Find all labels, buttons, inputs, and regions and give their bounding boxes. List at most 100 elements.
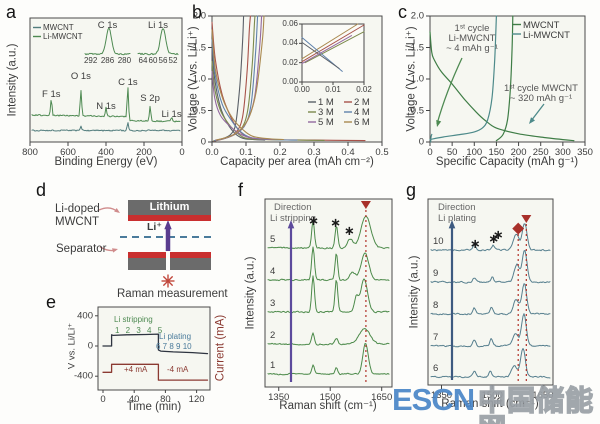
a-legend-label: MWCNT (43, 23, 74, 32)
b-inset-x-tick: 0.00 (294, 85, 310, 94)
b-legend-label: 1 M (318, 97, 334, 108)
g-li-plating-direction-label: Li plating (438, 213, 477, 224)
b-y-tick: 1.5 (192, 41, 206, 53)
g-x-tick: 1350 (430, 390, 453, 401)
b-inset-y-tick: 0.04 (282, 38, 298, 48)
e-left-y-axis-label: V vs. Li/Li⁺ (66, 322, 78, 370)
f-asterisk-marker: ∗ (308, 213, 320, 228)
f-x-axis-label: Raman shift (cm⁻¹) (279, 400, 377, 412)
g-asterisk-marker: ∗ (492, 227, 504, 242)
f-x-tick: 1650 (371, 392, 393, 403)
d-li-ion-label: Li⁺ (147, 221, 162, 233)
e-plating-cycle-numbers: 6 7 8 9 10 (156, 342, 192, 351)
c-annotation-limwcnt-line1: 1ˢᵗ cycle (454, 23, 490, 34)
g-x-tick: 1650 (532, 390, 554, 401)
b-inset-x-tick: 0.01 (325, 85, 341, 94)
a-legend-label: Li-MWCNT (43, 32, 83, 41)
e-stripping-cycle-numbers: 1 2 3 4 5 (115, 326, 165, 335)
watermark-cjk-text: 中国储能网 (477, 385, 595, 424)
f-li-stripping-direction-label: Li stripping (270, 213, 316, 224)
a-inset-label: C 1s (97, 20, 118, 31)
b-inset-y-tick: 0.06 (282, 19, 298, 28)
c-y-tick: 2.0 (410, 10, 424, 22)
c-y-tick: 0 (418, 136, 424, 148)
e-y-tick: -400 (73, 370, 93, 382)
e-negative-current-label: -4 mA (167, 365, 189, 374)
panel-letter-c: c (398, 2, 407, 22)
b-legend-label: 2 M (354, 97, 370, 108)
c-x-tick: 350 (577, 147, 593, 158)
a-inset-tick: 56 (158, 56, 168, 65)
g-y-axis-label: Intensity (a.u.) (408, 255, 421, 329)
f-y-axis-label: Intensity (a.u.) (244, 256, 257, 330)
a-x-tick: 200 (136, 147, 152, 158)
panel-letter-f: f (238, 180, 244, 200)
d-separator-label: Separator (56, 243, 107, 255)
g-asterisk-marker: ∗ (469, 236, 481, 251)
g-direction-label: Direction (438, 202, 476, 213)
f-x-tick: 1350 (268, 392, 290, 403)
lithium-electrode-bar: Lithium (128, 200, 211, 215)
d-li-doped-label-line1: Li-doped (55, 203, 100, 215)
a-x-tick: 600 (60, 147, 76, 158)
g-curve-number: 10 (433, 236, 444, 247)
b-inset-y-tick: 0.02 (282, 57, 298, 67)
f-direction-label: Direction (274, 202, 312, 213)
watermark-latin-text: ESCN (392, 382, 475, 417)
f-x-tick: 1500 (319, 392, 341, 403)
a-inset-tick: 52 (168, 56, 178, 65)
a-inset-label: Li 1s (147, 20, 169, 31)
e-x-tick: 40 (128, 394, 140, 405)
c-y-tick: 1.0 (410, 73, 424, 85)
panel-letter-g: g (406, 180, 417, 200)
e-li-stripping-label: Li stripping (114, 315, 153, 324)
a-inset-tick: 280 (117, 56, 132, 65)
b-x-tick: 0.2 (273, 147, 287, 158)
a-peak-label: C 1s (118, 77, 138, 88)
a-y-axis-label: Intensity (a.u.) (6, 43, 19, 117)
b-y-tick: 0.5 (192, 104, 206, 116)
c-annotation-limwcnt-line2: Li-MWCNT (448, 33, 496, 44)
c-x-axis-label: Specific Capacity (mAh g⁻¹) (435, 156, 579, 168)
b-x-tick: 0.5 (375, 147, 389, 158)
b-inset-x-tick: 0.02 (356, 85, 372, 94)
a-peak-label: S 2p (140, 93, 160, 104)
a-x-tick: 0 (179, 147, 185, 158)
f-curve-number: 2 (270, 330, 276, 341)
panel-letter-e: e (46, 292, 57, 312)
a-peak-label: Li 1s (161, 109, 182, 120)
lithium-label: Lithium (149, 201, 190, 213)
a-inset-tick: 60 (148, 56, 158, 65)
c-annotation-mwcnt-line1: 1ˢᵗ cycle MWCNT (504, 83, 578, 94)
e-x-tick: 80 (160, 394, 171, 405)
b-legend-label: 5 M (318, 117, 334, 128)
a-peak-label: F 1s (42, 89, 61, 100)
watermark: ESCN 中国储能网 (392, 384, 600, 424)
c-x-tick: 300 (554, 147, 571, 158)
a-x-tick: 400 (98, 147, 114, 158)
c-y-tick: 1.5 (410, 41, 424, 53)
raman-window-slit (166, 252, 170, 270)
b-x-tick: 0.1 (239, 147, 253, 158)
panel-letter-a: a (6, 2, 17, 22)
f-curve-number: 5 (270, 234, 276, 245)
e-right-y-axis-label: Current (mA) (214, 314, 227, 382)
c-x-tick: 50 (446, 147, 458, 158)
b-y-tick: 0 (200, 136, 206, 148)
b-x-axis-label: Capacity per area (mAh cm⁻²) (220, 156, 374, 168)
b-x-tick: 0.4 (341, 147, 355, 158)
panel-letter-d: d (36, 180, 47, 200)
a-peak-label: O 1s (70, 71, 91, 82)
e-x-axis-label: Time (min) (126, 401, 182, 413)
b-legend-label: 3 M (318, 107, 334, 118)
b-x-tick: 0.3 (307, 147, 321, 158)
f-asterisk-marker: ∗ (330, 215, 342, 230)
c-x-tick: 150 (488, 147, 505, 158)
li-doped-mwcnt-layer-top (128, 215, 211, 221)
g-x-tick: 1500 (481, 390, 503, 401)
c-legend-label: Li-MWCNT (523, 29, 570, 41)
g-curve-number: 6 (433, 363, 439, 374)
b-y-tick: 1.0 (192, 73, 206, 85)
f-curve-number: 3 (270, 298, 276, 309)
